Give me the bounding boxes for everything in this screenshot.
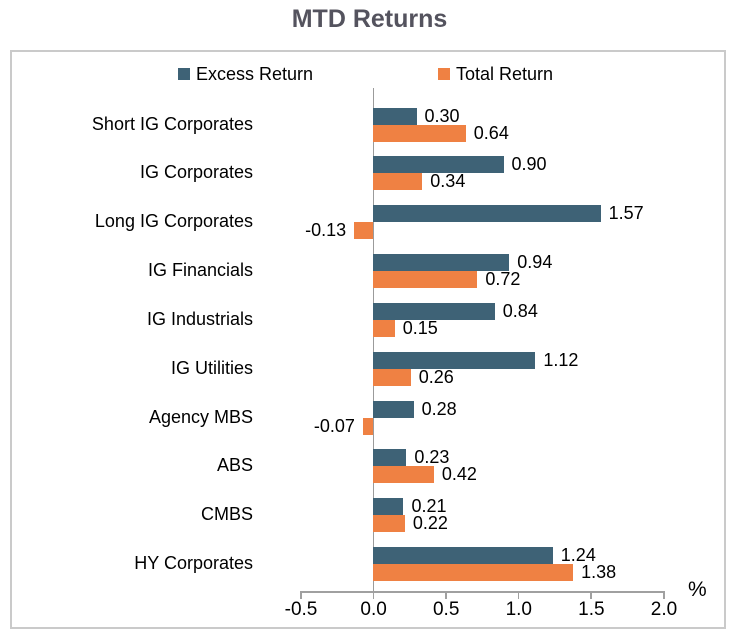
chart-frame: Excess Return Total Return Short IG Corp…	[10, 50, 726, 629]
category-label: HY Corporates	[134, 553, 253, 574]
value-label: 0.64	[473, 122, 509, 143]
total-return-bar	[373, 466, 434, 484]
value-label: 0.34	[430, 171, 466, 192]
value-label: 1.24	[560, 545, 596, 566]
value-label: 0.21	[411, 496, 447, 517]
x-axis-line	[300, 591, 665, 593]
category-label: IG Corporates	[139, 162, 253, 183]
value-label: 0.90	[511, 154, 547, 175]
x-axis-tick-label: 0.0	[360, 599, 387, 620]
value-label: 0.23	[414, 447, 450, 468]
value-label: -0.07	[313, 415, 355, 436]
excess-return-swatch-icon	[178, 68, 190, 80]
value-label: 0.42	[441, 464, 477, 485]
legend-label-total-return: Total Return	[456, 63, 554, 84]
legend-item-total-return: Total Return	[438, 63, 554, 84]
total-return-bar	[373, 124, 466, 142]
excess-return-bar	[373, 205, 601, 223]
excess-return-bar	[373, 254, 510, 272]
value-label: 0.22	[412, 513, 448, 534]
legend-item-excess-return: Excess Return	[178, 63, 314, 84]
value-label: 0.30	[424, 105, 460, 126]
excess-return-bar	[373, 400, 414, 418]
category-label: ABS	[216, 455, 253, 476]
x-axis-tick	[300, 591, 302, 599]
category-label: IG Utilities	[170, 357, 253, 378]
x-axis-tick	[372, 591, 375, 599]
value-label: 0.15	[402, 317, 438, 338]
total-return-bar	[373, 319, 395, 337]
chart-title: MTD Returns	[291, 5, 448, 33]
category-label: IG Financials	[147, 260, 253, 281]
x-axis-tick	[517, 591, 520, 599]
x-axis-tick-label: 1.0	[505, 599, 532, 620]
category-label: IG Industrials	[146, 308, 253, 329]
excess-return-bar	[373, 547, 553, 565]
excess-return-bar	[373, 302, 495, 320]
excess-return-bar	[373, 107, 417, 125]
excess-return-bar	[373, 156, 504, 174]
legend-label-excess-return: Excess Return	[196, 63, 314, 84]
x-axis-tick	[445, 591, 447, 599]
value-label: 0.26	[418, 366, 454, 387]
total-return-bar	[362, 417, 373, 435]
x-axis-tick	[590, 591, 592, 599]
value-label: 0.72	[485, 269, 521, 290]
total-return-bar	[373, 368, 411, 386]
category-label: CMBS	[200, 504, 253, 525]
total-return-bar	[373, 173, 423, 191]
value-label: 1.57	[608, 203, 644, 224]
value-label: 0.28	[421, 398, 457, 419]
value-label: 1.12	[543, 349, 579, 370]
axis-unit-label: %	[688, 578, 707, 601]
total-return-bar	[373, 271, 478, 289]
value-label: 1.38	[581, 562, 617, 583]
total-return-bar	[354, 222, 373, 240]
category-label: Agency MBS	[148, 406, 253, 427]
x-axis-tick-label: -0.5	[284, 599, 318, 620]
x-axis-tick-label: 0.5	[432, 599, 460, 620]
category-label: Short IG Corporates	[91, 113, 253, 134]
x-axis-tick	[663, 591, 665, 599]
total-return-swatch-icon	[438, 68, 450, 80]
category-label: Long IG Corporates	[94, 211, 253, 232]
value-label: -0.13	[305, 220, 347, 241]
zero-gridline	[372, 88, 374, 591]
excess-return-bar	[373, 351, 536, 369]
value-label: 0.94	[517, 252, 553, 273]
x-axis-tick-label: 1.5	[578, 599, 605, 620]
value-label: 0.84	[502, 300, 538, 321]
total-return-bar	[373, 515, 405, 533]
total-return-bar	[373, 564, 574, 582]
x-axis-tick-label: 2.0	[650, 599, 678, 620]
excess-return-bar	[373, 498, 404, 516]
excess-return-bar	[373, 449, 407, 467]
